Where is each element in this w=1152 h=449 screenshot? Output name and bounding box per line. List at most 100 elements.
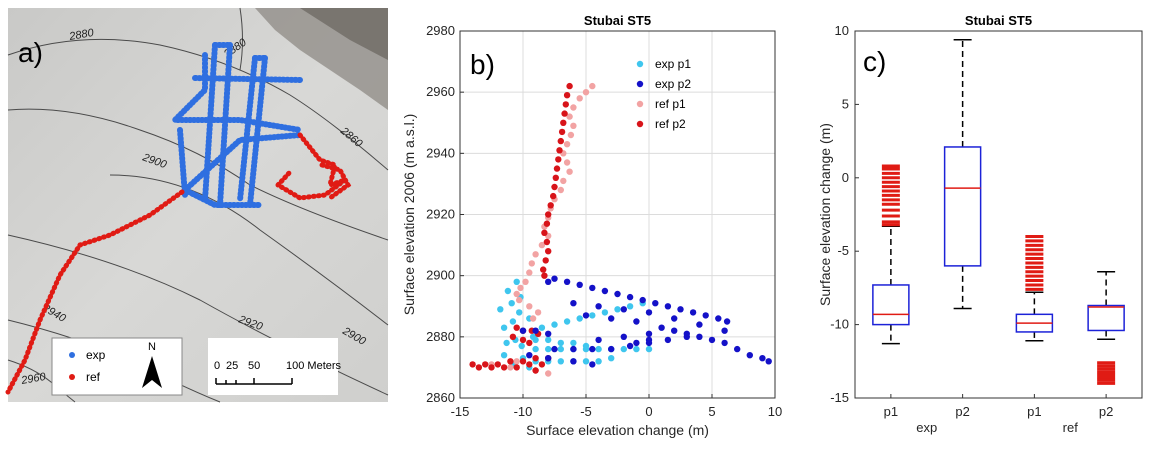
- data-point: [689, 309, 697, 316]
- data-point: [570, 300, 577, 307]
- legend-marker-exp: [69, 352, 75, 358]
- x-tick-label: p1: [1027, 404, 1041, 419]
- data-point: [540, 266, 547, 273]
- data-point: [561, 110, 568, 117]
- data-point: [507, 358, 514, 365]
- data-point: [595, 303, 602, 310]
- data-point: [547, 202, 554, 209]
- data-point: [519, 336, 527, 344]
- scale-tick-label: 0: [214, 360, 220, 372]
- scatter-panel: -15 -10 -5 0 5 10 2860 2880 2900 2920 2940 2960 2980…: [390, 0, 810, 449]
- data-point: [532, 336, 539, 344]
- data-point: [542, 257, 549, 264]
- data-point: [543, 220, 551, 227]
- data-point: [570, 339, 577, 347]
- data-point: [633, 318, 640, 325]
- data-point: [519, 358, 527, 365]
- data-point: [765, 358, 772, 365]
- data-point: [759, 355, 766, 362]
- data-point: [557, 339, 564, 347]
- data-point: [639, 296, 646, 304]
- panel-label-b: b): [470, 49, 495, 80]
- y-axis-label: Surface elevation 2006 (m a.s.l.): [401, 114, 417, 316]
- plot-frame: [459, 30, 776, 399]
- map-background: [8, 8, 388, 402]
- data-point: [526, 339, 533, 347]
- data-point: [550, 192, 557, 200]
- box: [872, 284, 910, 326]
- y-tick-label: -15: [830, 390, 849, 405]
- y-tick-label: 2960: [426, 84, 455, 99]
- x-axis-label: Surface elevation change (m): [526, 422, 709, 438]
- data-point: [526, 361, 533, 368]
- data-point: [557, 358, 564, 365]
- data-point: [517, 284, 524, 292]
- data-point: [541, 229, 548, 236]
- data-point: [557, 186, 564, 194]
- legend-label: exp p1: [655, 57, 691, 71]
- data-point: [614, 306, 621, 313]
- box: [943, 146, 982, 267]
- y-tick-label: 2940: [426, 145, 455, 160]
- data-point: [526, 269, 533, 276]
- data-point: [560, 119, 567, 127]
- data-point: [545, 355, 552, 362]
- y-tick-label: -10: [830, 317, 849, 332]
- chart-title: Stubai ST5: [584, 13, 651, 28]
- data-point: [658, 324, 665, 331]
- group-label: ref: [1063, 420, 1079, 435]
- data-point: [595, 358, 602, 365]
- data-point: [551, 321, 558, 328]
- data-point: [494, 361, 501, 368]
- data-point: [589, 284, 596, 292]
- data-point: [567, 131, 575, 139]
- data-point: [488, 364, 495, 371]
- y-tick-label: 5: [842, 96, 849, 111]
- data-point: [543, 238, 551, 246]
- data-point: [566, 168, 573, 175]
- data-point: [614, 290, 621, 298]
- legend-marker: [636, 120, 644, 128]
- data-point: [526, 352, 533, 359]
- data-point: [566, 113, 573, 120]
- data-point: [563, 278, 571, 285]
- y-tick-label: 2860: [426, 390, 455, 405]
- ref-track: [5, 132, 352, 395]
- y-tick-label: 2980: [426, 23, 455, 38]
- data-point: [500, 352, 508, 359]
- plot-frame: [854, 30, 1143, 399]
- data-point: [620, 345, 627, 353]
- legend-marker: [636, 80, 644, 88]
- legend-label: ref p2: [655, 117, 686, 131]
- scatter-chart: -15 -10 -5 0 5 10 2860 2880 2900 2920 2940 2960 2980…: [401, 13, 782, 438]
- data-point: [538, 241, 546, 249]
- boxplot-panel: -15 -10 -5 0 5 10 p1 p2 p1 p2 exp ref Stubai ST5 Surf…: [810, 0, 1152, 449]
- data-point: [545, 278, 552, 285]
- data-point: [589, 312, 596, 319]
- data-point: [570, 122, 577, 129]
- data-point: [508, 300, 515, 307]
- data-point: [570, 358, 577, 365]
- data-point: [721, 327, 728, 334]
- scale-bar: 0 25 50 100 Meters: [208, 338, 342, 395]
- data-point: [509, 318, 517, 325]
- data-point: [532, 367, 539, 374]
- panel-label-a: a): [18, 37, 43, 68]
- data-point: [645, 345, 653, 353]
- data-point: [513, 364, 520, 371]
- data-point: [519, 327, 527, 334]
- data-point: [545, 336, 552, 344]
- data-point: [595, 336, 602, 344]
- exp-track: [167, 42, 303, 208]
- data-point: [746, 352, 753, 359]
- data-point: [608, 315, 615, 322]
- data-point: [576, 315, 583, 322]
- data-point: [532, 251, 539, 258]
- data-point: [563, 318, 571, 325]
- data-point: [696, 321, 703, 328]
- data-point: [545, 248, 552, 255]
- x-tick-label: 10: [768, 404, 782, 419]
- data-point: [677, 306, 684, 313]
- panel-label-c: c): [863, 46, 886, 77]
- legend-label-ref: ref: [86, 370, 101, 384]
